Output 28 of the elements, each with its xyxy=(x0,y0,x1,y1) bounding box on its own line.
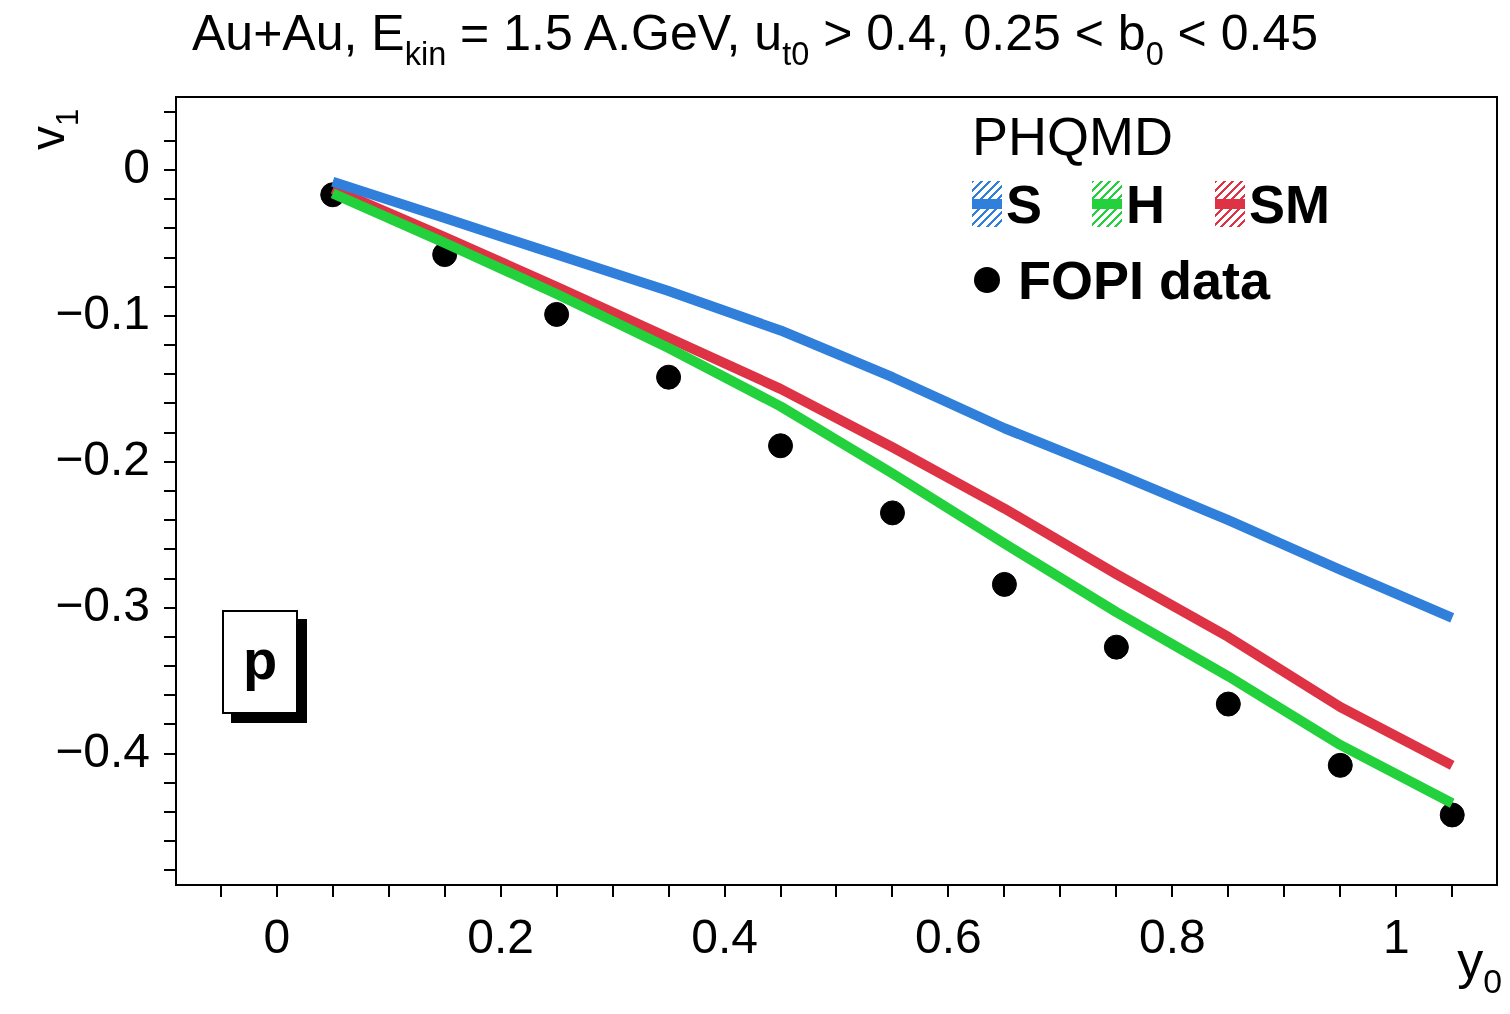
x-tick-label: 0.8 xyxy=(1138,910,1206,964)
point xyxy=(1103,634,1129,660)
point xyxy=(656,364,682,390)
x-tick-label: 0.2 xyxy=(467,910,535,964)
x-tick-label: 0 xyxy=(263,910,291,964)
x-tick-label: 0.4 xyxy=(691,910,758,964)
legend-label: H xyxy=(1126,173,1165,235)
x-axis-title: y$_{0}$ xyxy=(1457,930,1502,1002)
legend-title: PHQMD xyxy=(971,105,1174,167)
chart-title: Au+Au, E$_{kin}$ = 1.5 A.GeV, u$_{t0}$ > 0.4, 0.25 < b$_{0}$ < 0.45 xyxy=(191,4,1319,73)
legend-label: FOPI data xyxy=(1017,249,1271,311)
y-tick-label: −0.1 xyxy=(55,286,150,340)
x-tick-label: 1 xyxy=(1382,910,1410,964)
y-tick-label: −0.4 xyxy=(55,723,150,777)
point xyxy=(544,301,570,327)
point xyxy=(1215,691,1241,717)
annotation: p xyxy=(222,610,298,714)
point xyxy=(879,500,905,526)
legend-label: S xyxy=(1005,173,1042,235)
y-tick-label: −0.2 xyxy=(55,432,150,486)
point xyxy=(1327,752,1353,778)
point xyxy=(768,433,794,459)
y-tick-label: −0.3 xyxy=(55,577,150,631)
y-tick-label: 0 xyxy=(123,140,150,194)
point xyxy=(1439,802,1465,828)
x-tick-label: 0.6 xyxy=(915,910,982,964)
point xyxy=(991,571,1017,597)
legend-label: SM xyxy=(1249,173,1330,235)
